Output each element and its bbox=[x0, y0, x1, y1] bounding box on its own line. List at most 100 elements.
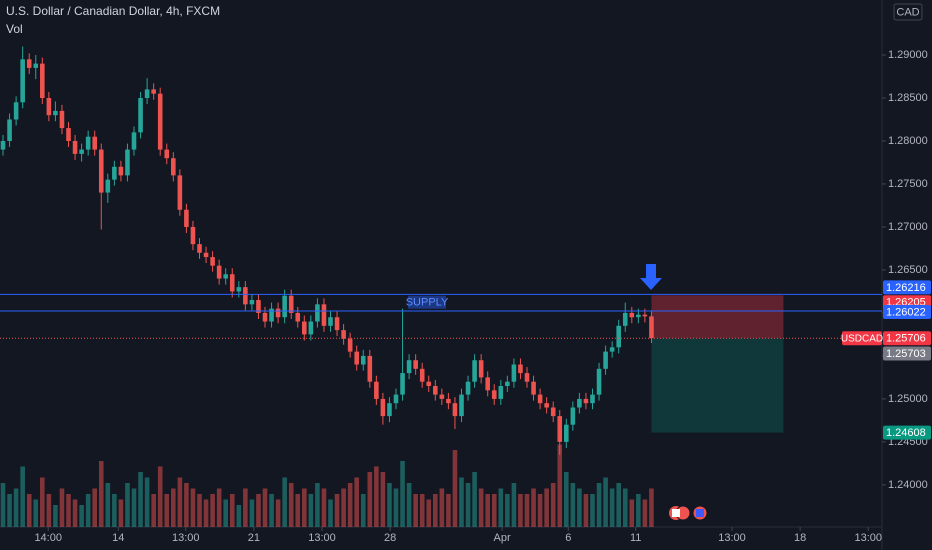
y-tick-label: 1.27500 bbox=[888, 178, 928, 190]
candle-body bbox=[603, 351, 608, 369]
candle-body bbox=[564, 424, 569, 442]
candle-body bbox=[157, 93, 163, 150]
x-tick-label: 21 bbox=[248, 532, 260, 544]
candle-body bbox=[144, 89, 150, 99]
x-tick-label: 6 bbox=[565, 532, 571, 544]
candle-body bbox=[544, 403, 549, 408]
candle-body bbox=[7, 119, 12, 141]
volume-bar bbox=[288, 483, 294, 527]
candle-body bbox=[374, 381, 379, 399]
target-label-box bbox=[883, 425, 931, 440]
candle-body bbox=[118, 166, 124, 176]
entry-label-box bbox=[883, 331, 931, 346]
candle-body bbox=[92, 136, 98, 150]
volume-bar bbox=[406, 483, 412, 527]
candle-body bbox=[531, 381, 536, 395]
x-tick-label: 18 bbox=[794, 532, 806, 544]
volume-bar bbox=[491, 494, 497, 527]
volume-bar bbox=[518, 494, 523, 527]
volume-bar bbox=[40, 477, 45, 527]
volume-bar bbox=[596, 483, 602, 527]
volume-bar bbox=[485, 494, 490, 527]
candle-body bbox=[216, 265, 222, 279]
volume-bar bbox=[603, 477, 608, 527]
y-tick-label: 1.25000 bbox=[888, 393, 928, 405]
candle-body bbox=[321, 304, 327, 326]
target-zone bbox=[651, 338, 784, 433]
candle-body bbox=[177, 175, 183, 210]
volume-bar bbox=[236, 505, 242, 527]
candle-body bbox=[269, 308, 274, 322]
candle-body bbox=[524, 373, 530, 382]
bid-label: 1.25703 bbox=[886, 348, 926, 360]
candle-body bbox=[433, 386, 438, 395]
event-icons[interactable] bbox=[669, 505, 708, 521]
volume-bar bbox=[66, 494, 71, 527]
flag bbox=[696, 509, 704, 517]
volume-bar bbox=[649, 488, 654, 527]
candle-body bbox=[151, 89, 156, 94]
candle-body bbox=[629, 312, 635, 318]
candle-body bbox=[334, 317, 340, 331]
candle-body bbox=[72, 140, 78, 154]
volume-bar bbox=[446, 494, 451, 527]
volume-bar bbox=[550, 483, 556, 527]
level-label-box bbox=[883, 305, 931, 320]
volume-bar bbox=[98, 461, 104, 527]
candle-body bbox=[26, 59, 32, 68]
volume-bar bbox=[138, 472, 143, 527]
volume-bar bbox=[85, 494, 91, 527]
volume-bar bbox=[302, 488, 307, 527]
candle-body bbox=[360, 355, 366, 365]
volume-bar bbox=[341, 488, 346, 527]
volume-bar bbox=[269, 494, 274, 527]
candle-body bbox=[400, 373, 405, 395]
candle-body bbox=[171, 158, 176, 176]
volume-bar bbox=[112, 494, 117, 527]
candle-body bbox=[583, 398, 589, 404]
volume-bar bbox=[197, 494, 202, 527]
candle-body bbox=[426, 381, 432, 387]
candle-body bbox=[302, 321, 307, 335]
candle-body bbox=[66, 128, 71, 141]
volume-bar bbox=[171, 488, 176, 527]
x-tick-label: 13:00 bbox=[308, 532, 336, 544]
volume-bar bbox=[465, 483, 471, 527]
currency-badge[interactable] bbox=[893, 3, 923, 21]
volume-bar bbox=[164, 494, 170, 527]
volume-bar bbox=[577, 488, 582, 527]
volume-bar bbox=[243, 488, 248, 527]
volume-bar bbox=[360, 494, 366, 527]
volume-bar bbox=[275, 499, 281, 527]
volume-bar bbox=[7, 494, 12, 527]
candle-body bbox=[478, 360, 484, 378]
volume-bar bbox=[564, 472, 569, 527]
volume-bar bbox=[151, 494, 156, 527]
candle-body bbox=[105, 179, 111, 193]
volume-bar bbox=[498, 488, 504, 527]
volume-bar bbox=[223, 499, 228, 527]
volume-bar bbox=[203, 499, 209, 527]
volume-bar bbox=[583, 494, 589, 527]
volume-bar bbox=[347, 483, 353, 527]
volume-bar bbox=[328, 499, 333, 527]
volume-bar bbox=[629, 499, 635, 527]
candle-body bbox=[275, 308, 281, 318]
y-tick-label: 1.28000 bbox=[888, 135, 928, 147]
candle-body bbox=[387, 403, 392, 417]
volume-bar bbox=[380, 472, 386, 527]
candle-body bbox=[367, 355, 373, 382]
x-tick-label: 14:00 bbox=[34, 532, 62, 544]
candle-body bbox=[341, 330, 346, 339]
volume-bar bbox=[544, 488, 549, 527]
volume-bar bbox=[354, 477, 359, 527]
candle-body bbox=[40, 63, 45, 99]
x-tick-label: 13:00 bbox=[854, 532, 882, 544]
candle-body bbox=[46, 98, 52, 116]
zone-label: SUPPLY bbox=[406, 297, 449, 309]
volume-bar bbox=[374, 466, 379, 527]
volume-bar bbox=[229, 494, 235, 527]
level-label: 1.26216 bbox=[886, 282, 926, 294]
currency-text[interactable]: CAD bbox=[896, 6, 919, 18]
